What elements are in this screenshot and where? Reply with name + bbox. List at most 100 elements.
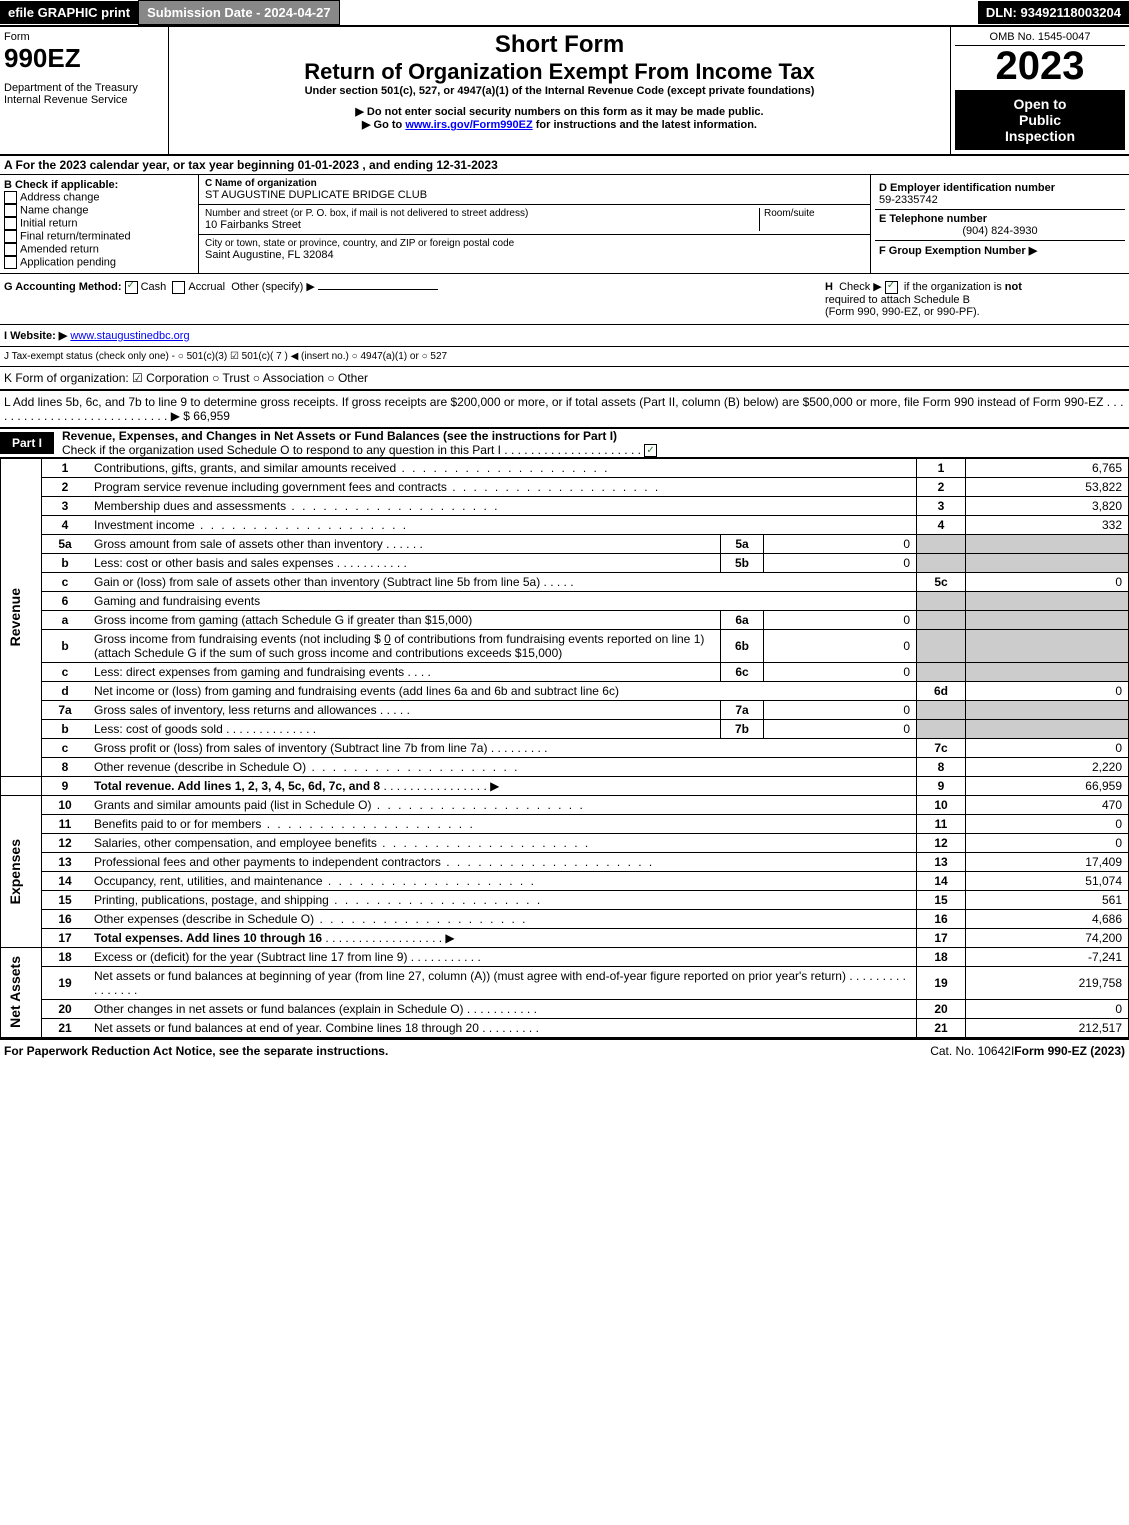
revenue-side-label: Revenue (7, 588, 23, 646)
goto-line: ▶ Go to www.irs.gov/Form990EZ for instru… (173, 118, 946, 131)
line-19: 19Net assets or fund balances at beginni… (1, 966, 1129, 999)
tax-year: 2023 (955, 46, 1125, 86)
ein-value: 59-2335742 (879, 194, 1121, 206)
line-3: 3Membership dues and assessments 33,820 (1, 496, 1129, 515)
submission-date: Submission Date - 2024-04-27 (138, 0, 340, 25)
header-right: OMB No. 1545-0047 2023 Open to Public In… (950, 27, 1129, 154)
top-bar: efile GRAPHIC print Submission Date - 20… (0, 0, 1129, 27)
line-6c: cLess: direct expenses from gaming and f… (1, 662, 1129, 681)
line-21: 21Net assets or fund balances at end of … (1, 1018, 1129, 1037)
row-k-form-org: K Form of organization: ☑ Corporation ○ … (0, 367, 1129, 391)
row-g-h: G Accounting Method: Cash Accrual Other … (0, 274, 1129, 325)
org-name: ST AUGUSTINE DUPLICATE BRIDGE CLUB (205, 189, 864, 201)
line-5b: bLess: cost or other basis and sales exp… (1, 553, 1129, 572)
city-value: Saint Augustine, FL 32084 (205, 249, 864, 261)
org-name-label: C Name of organization (205, 178, 864, 189)
part-1-check-line: Check if the organization used Schedule … (62, 443, 1129, 457)
street-value: 10 Fairbanks Street (205, 219, 759, 231)
expenses-side-label: Expenses (7, 839, 23, 904)
efile-print-label[interactable]: efile GRAPHIC print (0, 1, 138, 24)
group-label: F Group Exemption Number ▶ (879, 245, 1037, 257)
ein-label: D Employer identification number (879, 182, 1121, 194)
line-11: 11Benefits paid to or for members110 (1, 814, 1129, 833)
line-6d: dNet income or (loss) from gaming and fu… (1, 681, 1129, 700)
line-4: 4Investment income 4332 (1, 515, 1129, 534)
room-suite-label: Room/suite (759, 208, 864, 231)
street-label: Number and street (or P. O. box, if mail… (205, 208, 759, 219)
line-5c: cGain or (loss) from sale of assets othe… (1, 572, 1129, 591)
section-d-e-f: D Employer identification number 59-2335… (871, 175, 1129, 273)
footer-cat-no: Cat. No. 10642I (930, 1044, 1014, 1058)
check-final-return[interactable]: Final return/terminated (4, 230, 194, 243)
schedule-o-checkbox[interactable] (644, 444, 657, 457)
dln-label: DLN: 93492118003204 (978, 1, 1129, 24)
check-name-change[interactable]: Name change (4, 204, 194, 217)
line-16: 16Other expenses (describe in Schedule O… (1, 909, 1129, 928)
line-17: 17Total expenses. Add lines 10 through 1… (1, 928, 1129, 947)
section-b: B Check if applicable: Address change Na… (0, 175, 199, 273)
section-a-tax-year: A For the 2023 calendar year, or tax yea… (0, 156, 1129, 175)
part-1-tab: Part I (0, 432, 54, 454)
line-7b: bLess: cost of goods sold . . . . . . . … (1, 719, 1129, 738)
line-1: Revenue 1 Contributions, gifts, grants, … (1, 458, 1129, 477)
page-footer: For Paperwork Reduction Act Notice, see … (0, 1038, 1129, 1062)
line-14: 14Occupancy, rent, utilities, and mainte… (1, 871, 1129, 890)
goto-prefix: ▶ Go to (362, 119, 405, 131)
section-b-title: B Check if applicable: (4, 179, 194, 191)
line-15: 15Printing, publications, postage, and s… (1, 890, 1129, 909)
row-l-gross-receipts: L Add lines 5b, 6c, and 7b to line 9 to … (0, 391, 1129, 429)
form-label: Form (4, 31, 164, 43)
line-6b: b Gross income from fundraising events (… (1, 629, 1129, 662)
accounting-method-label: G Accounting Method: (4, 281, 122, 293)
header-center: Short Form Return of Organization Exempt… (169, 27, 950, 154)
city-cell: City or town, state or province, country… (199, 235, 870, 264)
check-amended-return[interactable]: Amended return (4, 243, 194, 256)
line-6: 6Gaming and fundraising events (1, 591, 1129, 610)
form-header: Form 990EZ Department of the Treasury In… (0, 27, 1129, 156)
short-form-title: Short Form (173, 31, 946, 59)
line-7a: 7aGross sales of inventory, less returns… (1, 700, 1129, 719)
line-2: 2Program service revenue including gover… (1, 477, 1129, 496)
line-13: 13Professional fees and other payments t… (1, 852, 1129, 871)
header-left: Form 990EZ Department of the Treasury In… (0, 27, 169, 154)
check-accrual[interactable] (172, 281, 185, 294)
section-h: H Check ▶ if the organization is not req… (825, 280, 1125, 318)
irs-link[interactable]: www.irs.gov/Form990EZ (405, 119, 532, 131)
check-cash[interactable] (125, 281, 138, 294)
department-label: Department of the Treasury Internal Reve… (4, 82, 164, 106)
line-6a: aGross income from gaming (attach Schedu… (1, 610, 1129, 629)
line-9: 9Total revenue. Add lines 1, 2, 3, 4, 5c… (1, 776, 1129, 795)
net-assets-side-label: Net Assets (7, 956, 23, 1028)
other-specify: Other (specify) ▶ (231, 281, 315, 293)
city-label: City or town, state or province, country… (205, 238, 864, 249)
street-cell: Number and street (or P. O. box, if mail… (199, 205, 870, 235)
line-18: Net Assets 18Excess or (deficit) for the… (1, 947, 1129, 966)
part-1-title: Revenue, Expenses, and Changes in Net As… (62, 429, 1129, 443)
phone-label: E Telephone number (879, 213, 1121, 225)
line-12: 12Salaries, other compensation, and empl… (1, 833, 1129, 852)
h-line1: H Check ▶ if the organization is not (825, 280, 1125, 294)
open-to-public-badge: Open to Public Inspection (955, 90, 1125, 150)
line-20: 20Other changes in net assets or fund ba… (1, 999, 1129, 1018)
open-line1: Open to (961, 96, 1119, 112)
line-5a: 5aGross amount from sale of assets other… (1, 534, 1129, 553)
ein-cell: D Employer identification number 59-2335… (875, 179, 1125, 210)
phone-value: (904) 824-3930 (879, 225, 1121, 237)
check-schedule-b[interactable] (885, 281, 898, 294)
h-line2: required to attach Schedule B (825, 294, 1125, 306)
financial-table: Revenue 1 Contributions, gifts, grants, … (0, 458, 1129, 1038)
check-address-change[interactable]: Address change (4, 191, 194, 204)
line-8: 8Other revenue (describe in Schedule O) … (1, 757, 1129, 776)
check-application-pending[interactable]: Application pending (4, 256, 194, 269)
phone-cell: E Telephone number (904) 824-3930 (875, 210, 1125, 241)
line-10: Expenses 10Grants and similar amounts pa… (1, 795, 1129, 814)
other-specify-blank[interactable] (318, 289, 438, 290)
check-initial-return[interactable]: Initial return (4, 217, 194, 230)
website-url[interactable]: www.staugustinedbc.org (70, 330, 189, 342)
row-i: I Website: ▶ www.staugustinedbc.org (0, 325, 1129, 347)
open-line2: Public (961, 112, 1119, 128)
footer-left: For Paperwork Reduction Act Notice, see … (4, 1044, 930, 1058)
main-title: Return of Organization Exempt From Incom… (173, 59, 946, 85)
part-1-header: Part I Revenue, Expenses, and Changes in… (0, 429, 1129, 458)
info-grid: B Check if applicable: Address change Na… (0, 175, 1129, 274)
